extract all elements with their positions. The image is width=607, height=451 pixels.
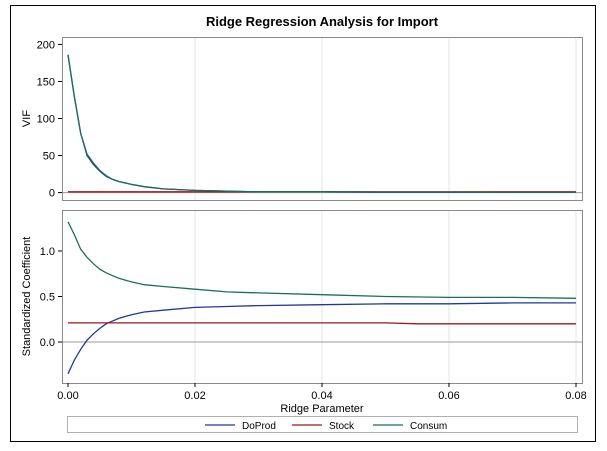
series-line-doprod [67,302,576,375]
legend-label-consum: Consum [410,421,447,432]
x-axis-label: Ridge Parameter [280,403,363,415]
legend-box [67,416,578,433]
y-axis-label: Standardized Coefficient [21,237,33,357]
legend: DoProd Stock Consum [67,416,578,433]
x-tick-label: 0.08 [565,390,586,402]
series-line-stock [68,322,576,325]
y-tick-label: 1.0 [40,246,55,258]
y-tick-label: 0.0 [40,337,55,349]
legend-label-stock: Stock [329,421,355,432]
y-tick-label: 150 [37,76,55,88]
y-axis-label: VIF [21,110,33,127]
y-tick-label: 0.5 [40,292,55,304]
coefficient-panel: 0.0 0.5 1.0 Standardized Coefficient 0.00 0.0… [21,210,587,402]
y-tick-label: 100 [37,114,55,126]
x-tick-label: 0.04 [311,390,332,402]
chart-title: Ridge Regression Analysis for Import [206,14,439,29]
x-tick-label: 0.06 [438,390,459,402]
series-line-consum [67,54,576,194]
series-line-consum [67,221,577,299]
legend-items: DoProd Stock Consum [205,421,447,432]
x-tick-label: 0.02 [184,390,205,402]
y-tick-label: 200 [37,39,55,51]
y-tick-label: 0 [49,188,55,200]
vif-panel: 0 50 100 150 200 VIF [21,37,583,201]
legend-label-doprod: DoProd [242,421,276,432]
x-tick-label: 0.00 [57,390,78,402]
y-tick-label: 50 [43,151,55,163]
